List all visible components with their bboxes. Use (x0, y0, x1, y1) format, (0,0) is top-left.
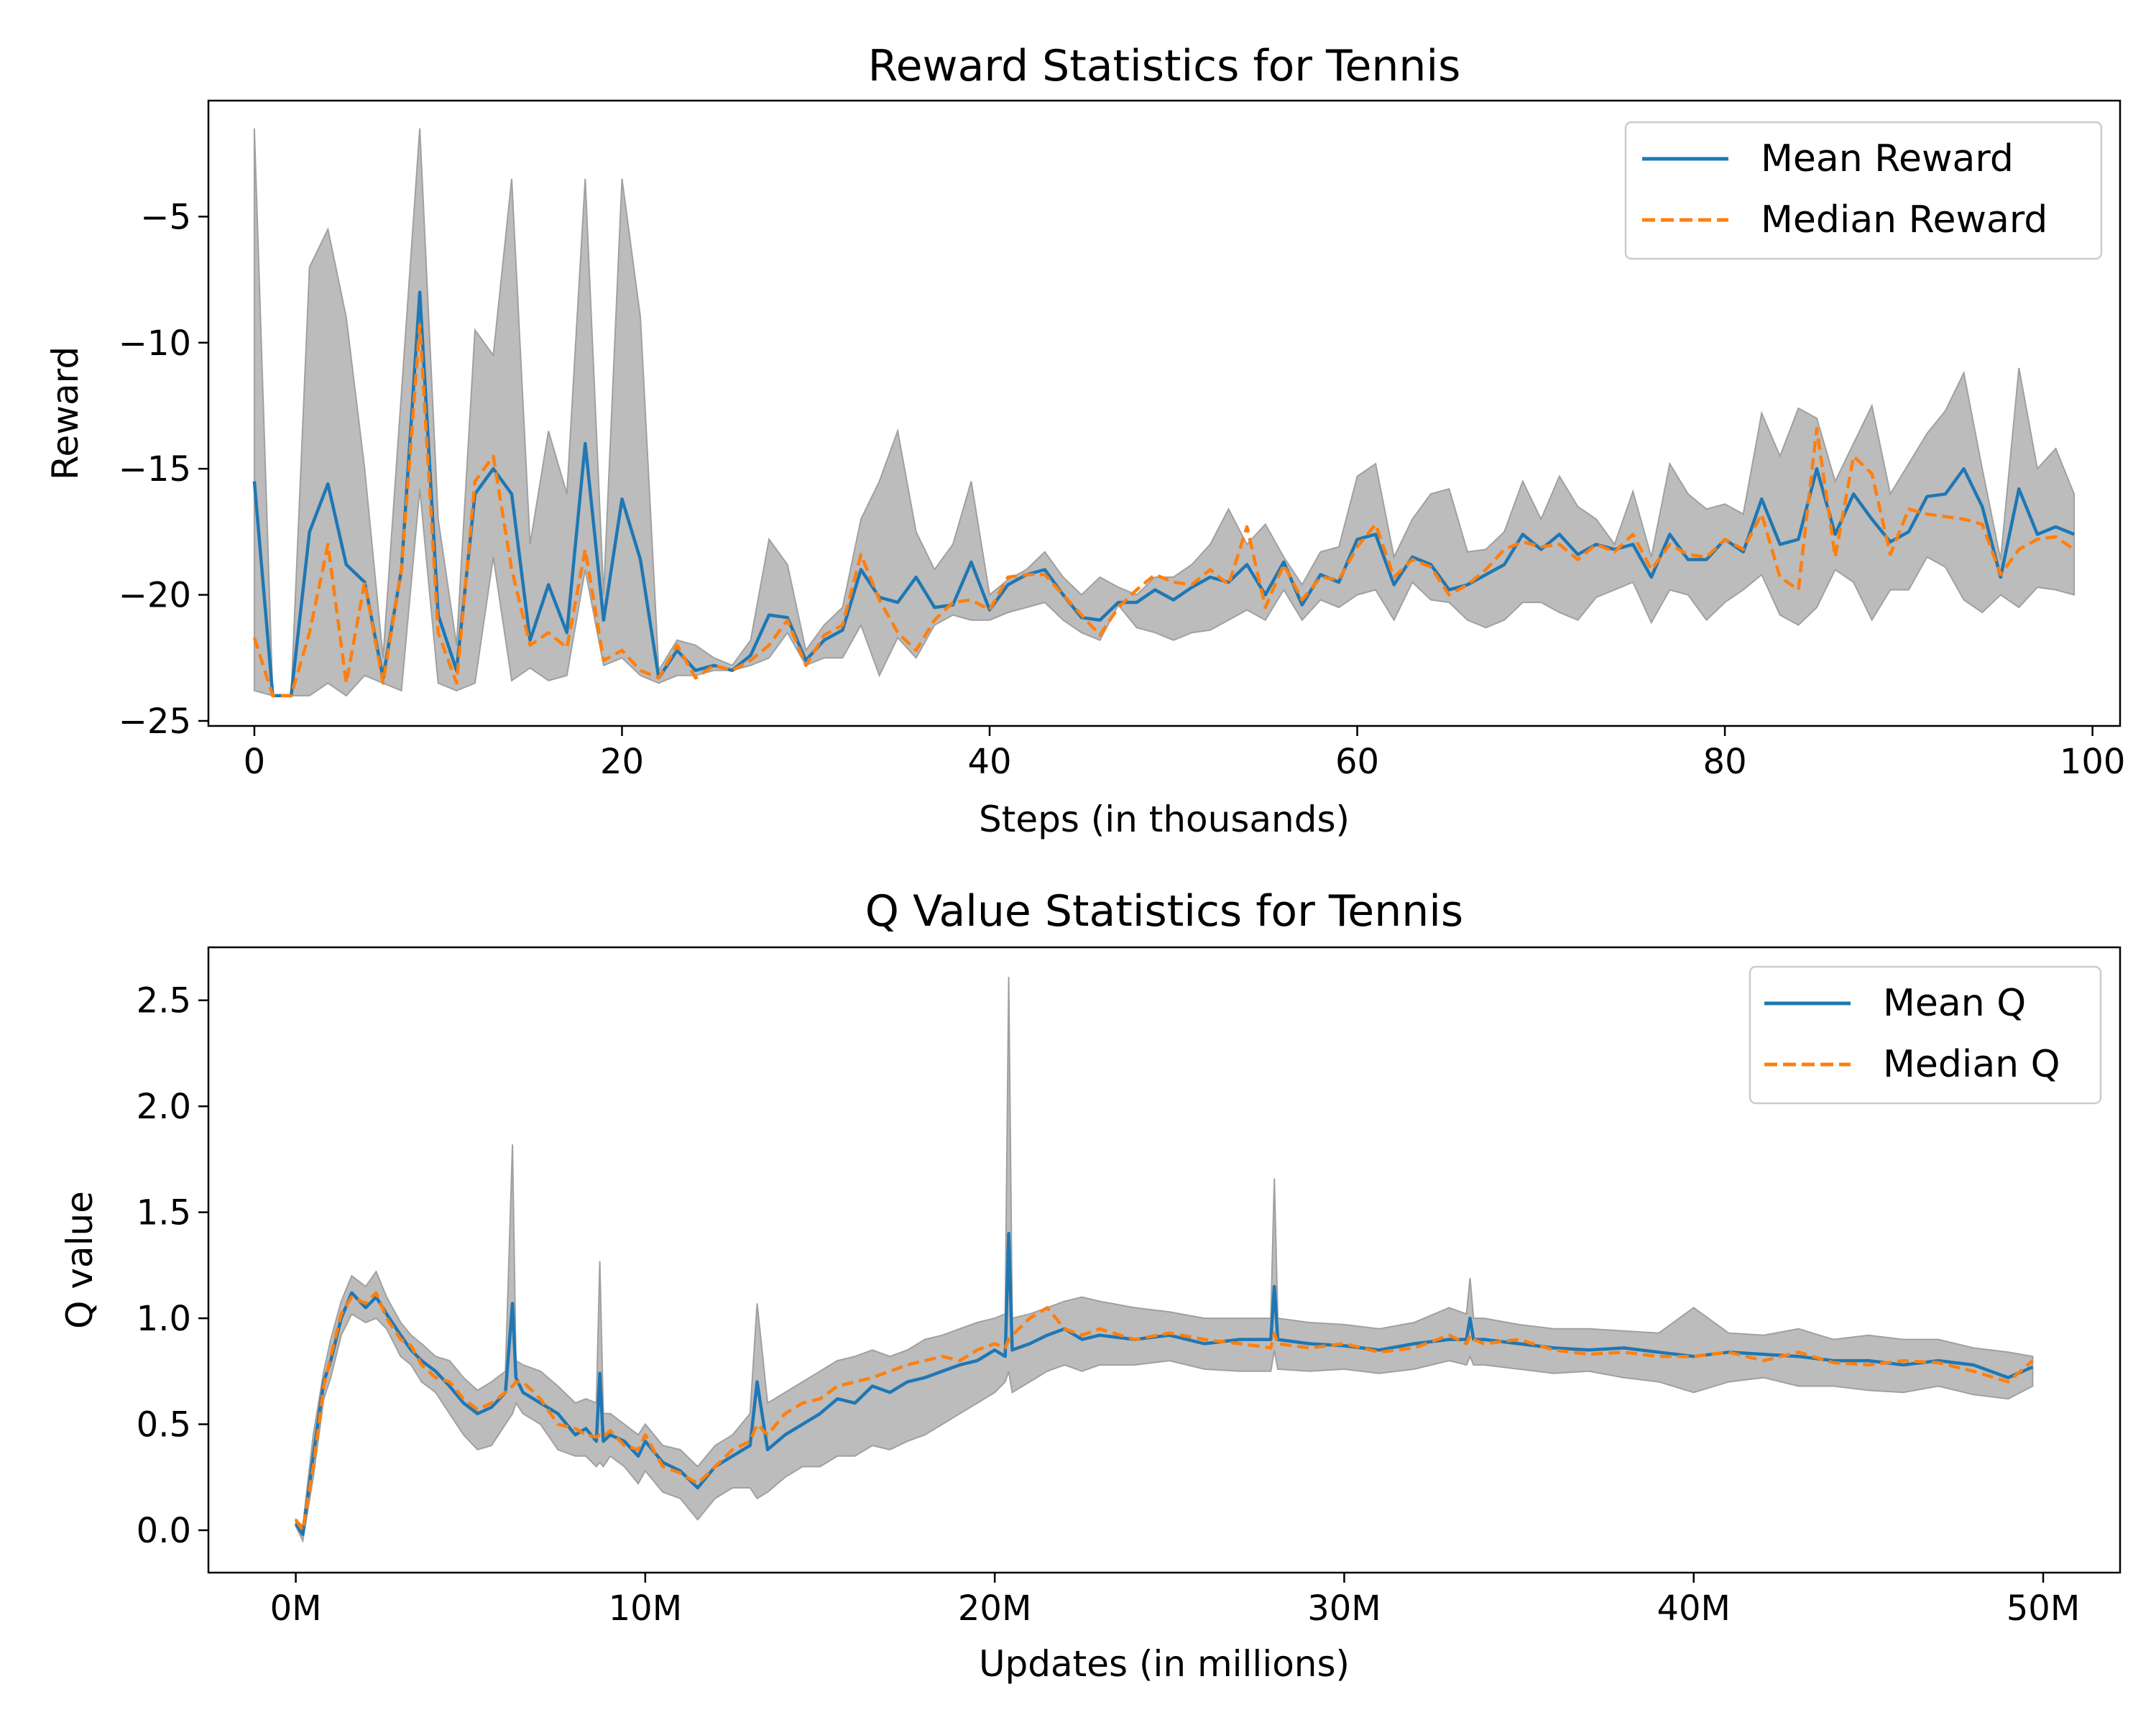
reward-plot-frame (207, 99, 2122, 727)
reward-legend: Mean Reward Median Reward (1624, 121, 2103, 260)
q-value-y-tick-label: 0.5 (137, 1405, 191, 1445)
q-value-x-axis-label: Updates (in millions) (979, 1643, 1350, 1685)
reward-x-tick-label: 0 (244, 742, 266, 782)
q-value-lines (294, 1231, 2034, 1537)
q-value-legend-median-label: Median Q (1883, 1043, 2060, 1086)
reward-legend-mean-label: Mean Reward (1761, 137, 2014, 180)
reward-y-tick-label: −15 (119, 449, 191, 489)
reward-y-tick-label: −25 (119, 702, 191, 742)
q-value-legend-box (1749, 965, 2102, 1105)
q-value-x-tick-label: 30M (1307, 1588, 1381, 1629)
q-value-x-tick-label: 10M (609, 1588, 683, 1629)
q-value-mean-line (294, 1231, 2034, 1537)
reward-chart: Reward Statistics for Tennis 0 20 40 60 80 10… (45, 41, 2125, 840)
reward-y-axis-label: Reward (45, 346, 86, 480)
q-value-y-tick-label: 1.5 (137, 1193, 191, 1233)
reward-y-tick-label: −10 (119, 323, 191, 364)
reward-band-area (253, 128, 2076, 697)
q-value-x-tick-label: 0M (270, 1588, 322, 1629)
reward-x-tick-label: 40 (967, 742, 1011, 782)
reward-x-tick-label: 20 (600, 742, 644, 782)
q-value-y-tick-label: 1.0 (137, 1299, 191, 1339)
reward-legend-box (1624, 121, 2103, 260)
reward-x-ticks: 0 20 40 60 80 100 (244, 726, 2126, 782)
q-value-x-tick-label: 40M (1657, 1588, 1731, 1629)
q-value-y-tick-label: 2.5 (137, 981, 191, 1021)
q-value-y-tick-label: 0.0 (137, 1511, 191, 1551)
q-value-y-ticks: 0.0 0.5 1.0 1.5 2.0 2.5 (137, 981, 208, 1551)
reward-y-tick-label: −5 (140, 197, 191, 237)
reward-mean-line (252, 290, 2075, 698)
reward-x-axis-label: Steps (in thousands) (979, 799, 1350, 840)
reward-chart-title: Reward Statistics for Tennis (868, 41, 1461, 91)
q-value-range-band (295, 977, 2034, 1544)
q-value-legend-mean-label: Mean Q (1883, 982, 2026, 1025)
q-value-band-area (295, 977, 2034, 1544)
q-value-y-tick-label: 2.0 (137, 1087, 191, 1127)
reward-y-ticks: −25 −20 −15 −10 −5 (119, 197, 208, 742)
reward-y-tick-label: −20 (119, 576, 191, 616)
q-value-chart-title: Q Value Statistics for Tennis (865, 886, 1463, 937)
q-value-legend: Mean Q Median Q (1749, 965, 2102, 1105)
q-value-median-line (294, 1291, 2034, 1532)
q-value-plot-frame (207, 946, 2122, 1574)
q-value-x-tick-label: 50M (2007, 1588, 2081, 1629)
q-value-chart: Q Value Statistics for Tennis 0M 10M 20M 30… (59, 886, 2122, 1685)
reward-legend-median-label: Median Reward (1761, 198, 2047, 242)
reward-median-line (252, 323, 2076, 698)
reward-lines (252, 290, 2076, 698)
q-value-x-tick-label: 20M (958, 1588, 1032, 1629)
reward-range-band (253, 128, 2076, 697)
q-value-x-ticks: 0M 10M 20M 30M 40M 50M (270, 1573, 2081, 1629)
reward-x-tick-label: 80 (1703, 742, 1747, 782)
q-value-y-axis-label: Q value (59, 1191, 101, 1329)
reward-x-tick-label: 100 (2060, 742, 2126, 782)
reward-x-tick-label: 60 (1335, 742, 1379, 782)
